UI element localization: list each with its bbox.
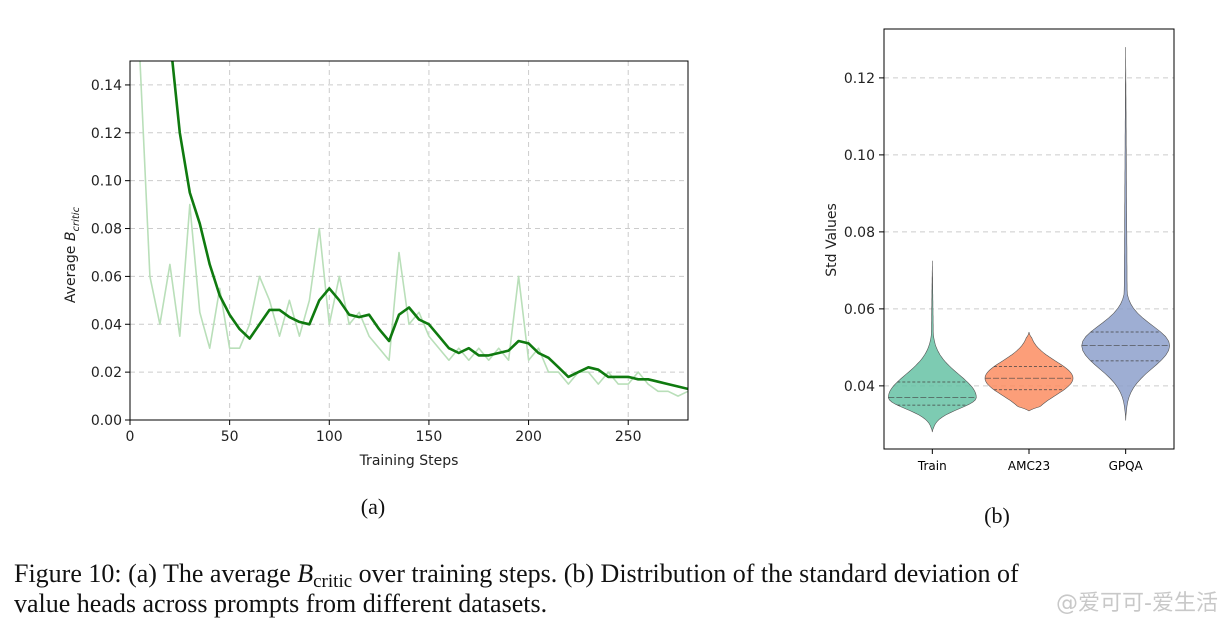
- x-tick-label: 150: [416, 429, 443, 445]
- panel-label: (b): [984, 503, 1010, 528]
- caption-line: Figure 10: (a) The average Bcritic over …: [14, 559, 1019, 592]
- y-tick-label: 0.12: [91, 126, 122, 142]
- violin-body: [888, 260, 977, 433]
- caption-symbol: B: [297, 559, 313, 588]
- line-series: [139, 61, 688, 397]
- violin-body: [1081, 47, 1171, 421]
- y-tick-label: 0.00: [91, 413, 122, 429]
- y-tick-label: 0.06: [844, 302, 875, 318]
- y-tick-label: 0.02: [91, 365, 122, 381]
- violin-body: [984, 331, 1074, 412]
- x-tick-label: GPQA: [1109, 459, 1144, 473]
- y-tick-label: 0.10: [844, 148, 875, 164]
- x-tick-label: 0: [126, 429, 135, 445]
- y-tick-label: 0.04: [844, 379, 875, 395]
- y-tick-label: 0.12: [844, 71, 875, 87]
- y-tick-label: 0.08: [844, 225, 875, 241]
- caption-subscript: critic: [313, 571, 352, 592]
- y-axis-label-text: Average: [63, 241, 79, 303]
- y-tick-label: 0.06: [91, 269, 122, 285]
- watermark: @爱可可-爱生活: [1056, 591, 1218, 616]
- axes-frame: [883, 28, 1175, 450]
- y-axis-label-subscript: critic: [71, 206, 82, 231]
- panel-label: (a): [361, 494, 385, 519]
- y-tick-label: 0.04: [91, 317, 122, 333]
- y-axis-label-symbol: B: [63, 232, 79, 242]
- x-tick-label: 100: [316, 429, 343, 445]
- y-tick-label: 0.08: [91, 222, 122, 238]
- x-tick-label: 200: [515, 429, 542, 445]
- x-tick-label: AMC23: [1008, 459, 1050, 473]
- x-tick-label: Train: [917, 459, 947, 473]
- axes-frame: [129, 60, 689, 421]
- y-tick-label: 0.10: [91, 174, 122, 190]
- y-axis-label: Std Values: [824, 203, 840, 276]
- caption-line: value heads across prompts from differen…: [14, 589, 547, 618]
- y-tick-label: 0.14: [91, 78, 122, 94]
- line-series: [171, 61, 688, 391]
- x-axis-label: Training Steps: [359, 453, 459, 469]
- y-axis-label: Average Bcritic: [63, 206, 82, 303]
- x-tick-label: 250: [615, 429, 642, 445]
- caption-text: Figure 10: (a) The average: [14, 559, 297, 588]
- plot-area: [139, 61, 688, 397]
- caption-text: over training steps. (b) Distribution of…: [352, 559, 1019, 588]
- x-tick-label: 50: [221, 429, 239, 445]
